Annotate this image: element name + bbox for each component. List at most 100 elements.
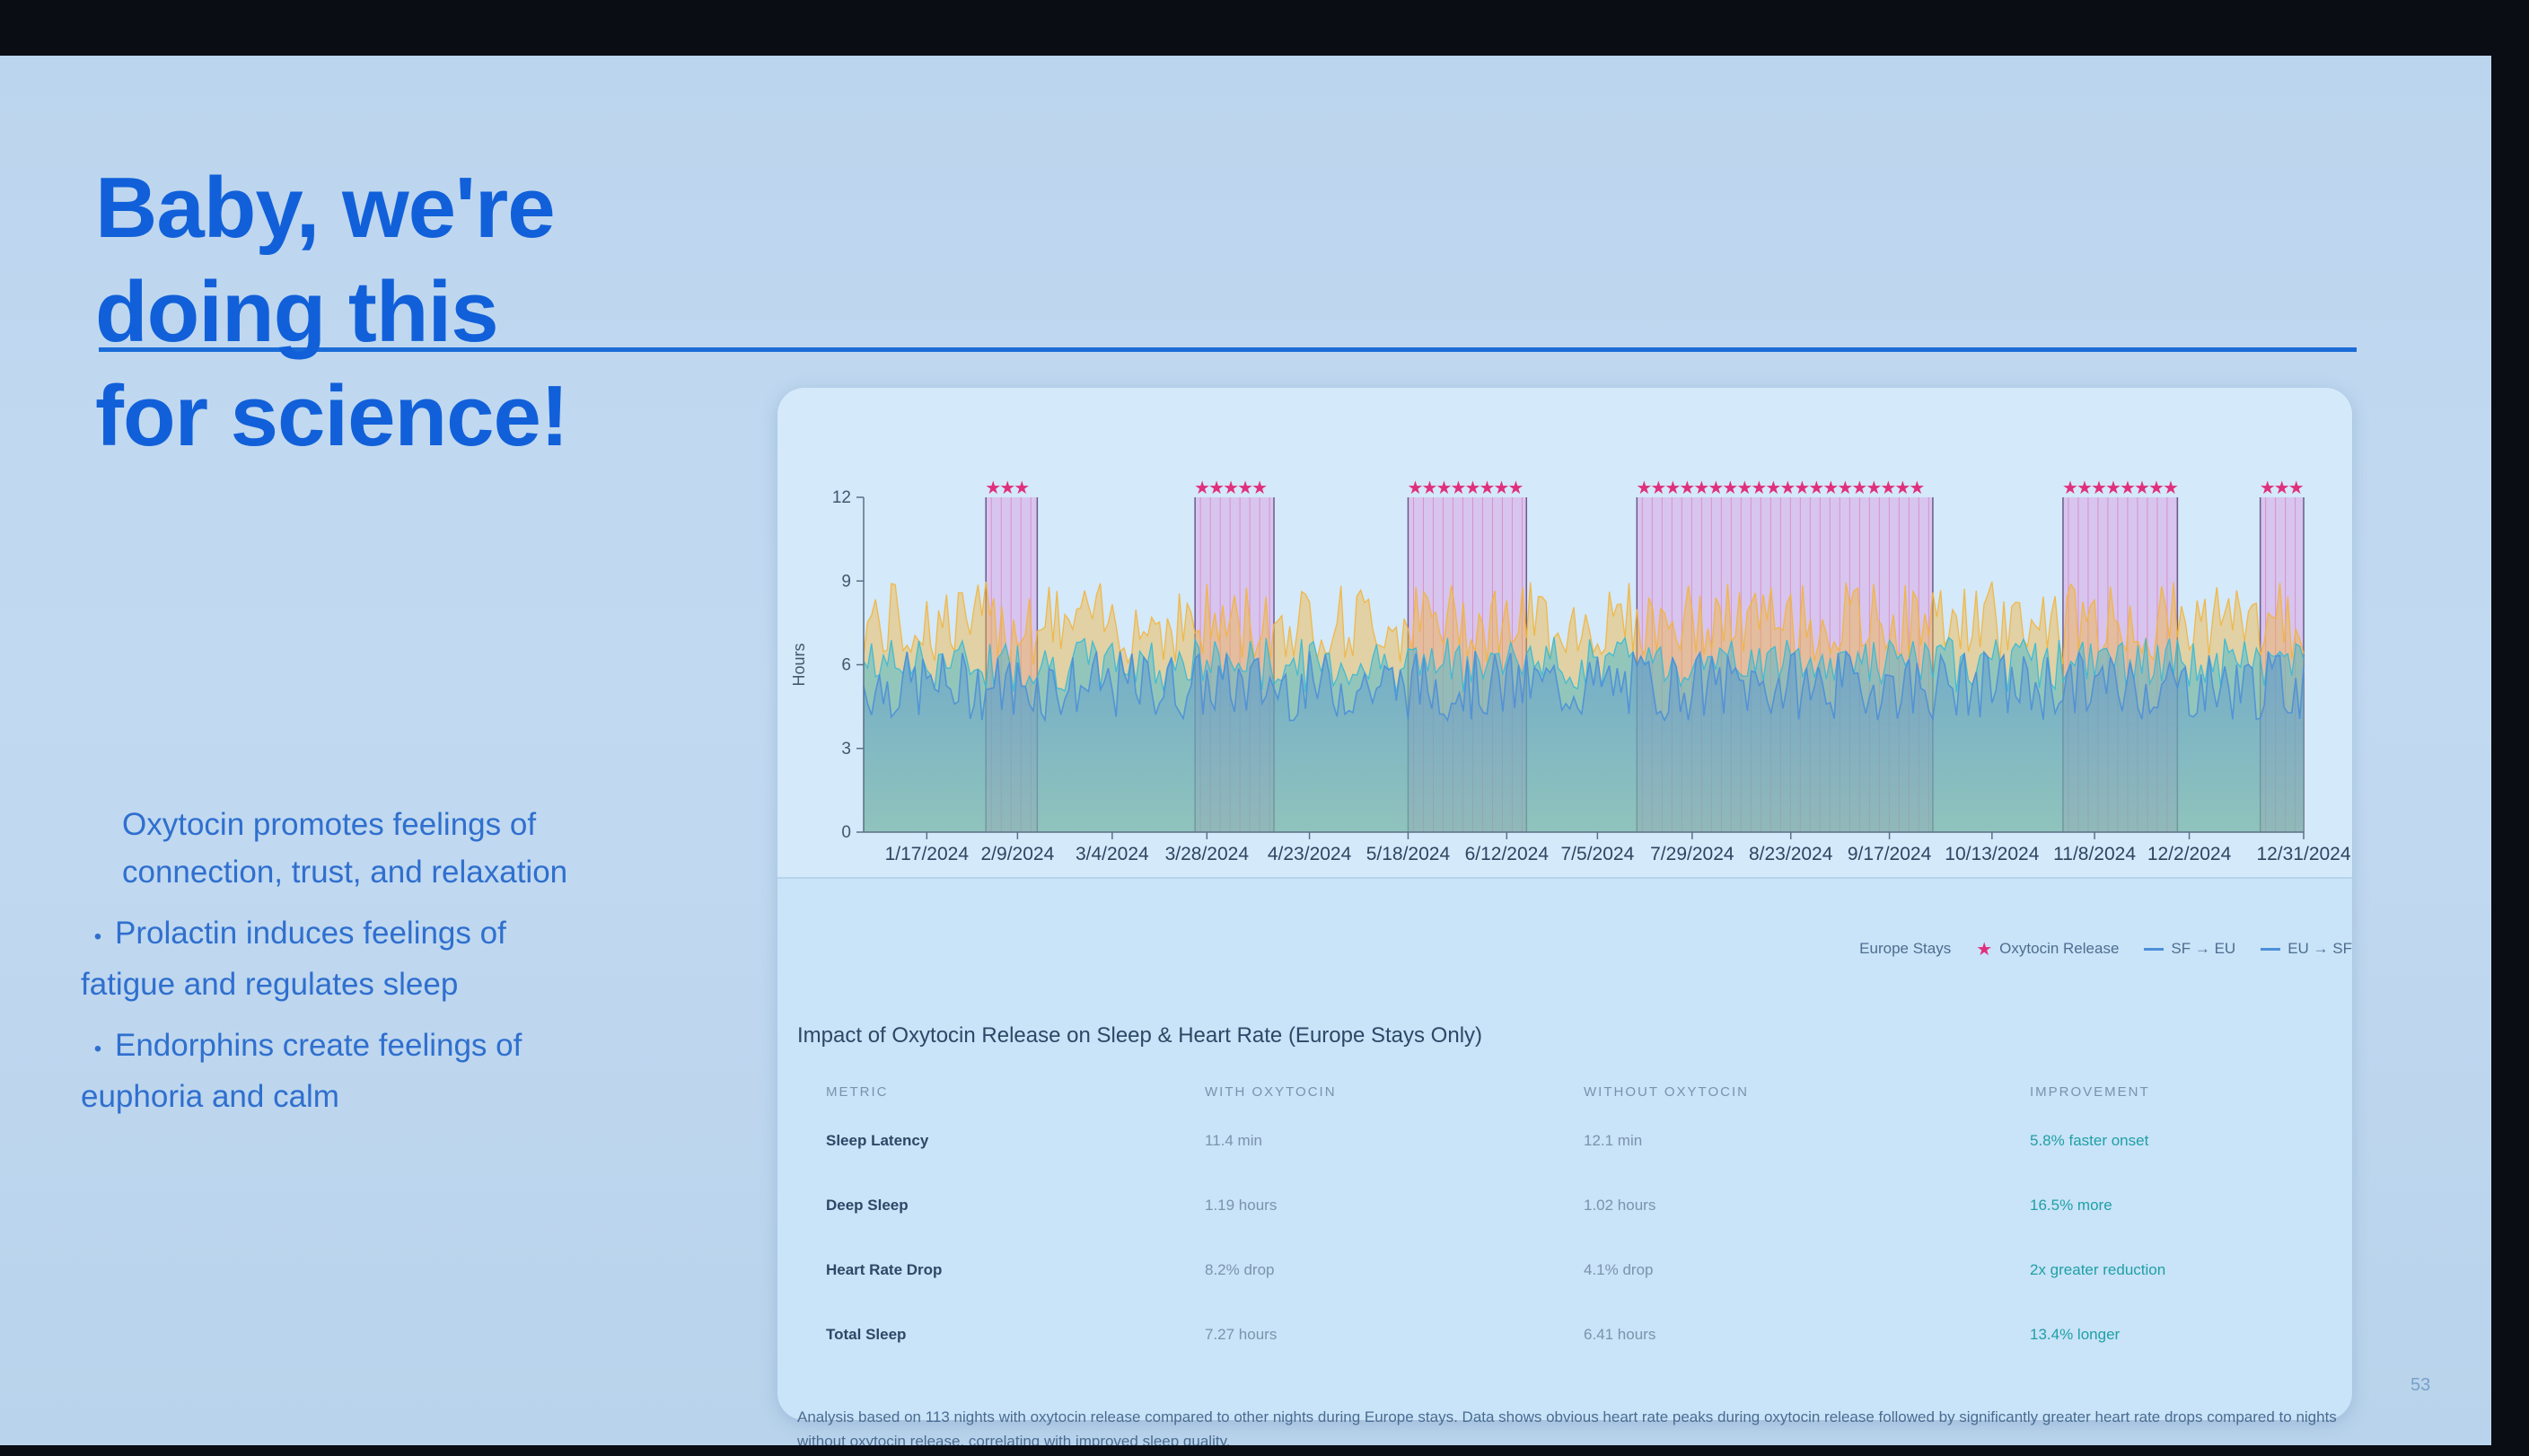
table-row: Sleep Latency 11.4 min 12.1 min 5.8% fas… [797,1109,2323,1173]
oxytocin-star: ★ [999,477,1015,498]
line-swatch-icon [2261,947,2281,951]
title-line-3: for science! [95,368,569,464]
line-swatch-icon [2144,947,2165,951]
cell-without: 4.1% drop [1584,1261,1654,1278]
legend-label: Deep Sleep [1517,875,1611,877]
oxytocin-star: ★ [2260,477,2276,498]
cell-with: 11.4 min [1205,1132,1262,1149]
oxytocin-star: ★ [1251,477,1268,498]
legend-oxytocin: ★ Oxytocin Release [1976,939,2120,960]
x-tick-label: 3/4/2024 [1076,844,1149,864]
oxytocin-star: ★ [2288,477,2305,498]
table-title: Impact of Oxytocin Release on Sleep & He… [797,1023,1483,1048]
x-tick-label: 4/23/2024 [1268,844,1352,864]
oxytocin-star: ★ [1751,477,1767,498]
legend-europe-stays: Europe Stays [1859,940,1952,957]
x-tick-label: 10/13/2024 [1945,844,2039,864]
x-tick-label: 1/17/2024 [885,844,970,864]
y-tick-label: 3 [841,740,851,759]
legend-label: Light Sleep [1365,875,1454,877]
oxytocin-star: ★ [1866,477,1882,498]
title-line-2: doing this [95,264,499,360]
legend-sf-eu: SF → EU [2144,940,2235,958]
oxytocin-star: ★ [1636,477,1652,498]
y-axis-label: Hours [790,643,808,686]
oxytocin-star: ★ [1421,477,1437,498]
oxytocin-star: ★ [985,477,1001,498]
cell-with: 7.27 hours [1205,1326,1278,1343]
x-tick-label: 9/17/2024 [1848,844,1932,864]
bullet-dot-icon: • [93,925,102,949]
bullet-prolactin-item: • Prolactin induces feelings of fatigue a… [81,909,584,1008]
table-row: Deep Sleep 1.19 hours 1.02 hours 16.5% m… [797,1173,2323,1238]
cell-metric: Sleep Latency [826,1132,929,1149]
x-tick-label: 7/29/2024 [1650,844,1734,864]
bullet-oxytocin: Oxytocin promotes feelings of connection… [122,807,568,890]
sleep-chart-panel: ★ ★ ★ ★ ★ ★ ★ ★ ★ ★ ★ ★ ★ ★ ★ ★ ★ ★ ★ ★ ★ ★ ★ ★ ★ ★ ★ ★ ★ ★ ★ ★ ★ ★ ★ ★ ★ ★ ★ ★… [777,388,2352,879]
y-tick-label: 9 [841,572,851,591]
cell-improvement: 2x greater reduction [2030,1261,2166,1278]
oxytocin-star: ★ [2274,477,2290,498]
cell-improvement: 16.5% more [2030,1197,2112,1214]
oxytocin-star: ★ [1664,477,1681,498]
oxytocin-star: ★ [1779,477,1796,498]
oxytocin-star: ★ [1650,477,1666,498]
cell-without: 6.41 hours [1584,1326,1656,1343]
oxytocin-star: ★ [1693,477,1709,498]
table-row: Total Sleep 7.27 hours 6.41 hours 13.4% … [797,1303,2323,1367]
oxytocin-star: ★ [1894,477,1910,498]
oxytocin-star: ★ [1679,477,1695,498]
x-tick-label: 2/9/2024 [981,844,1055,864]
oxytocin-star: ★ [2062,477,2078,498]
oxytocin-star: ★ [2163,477,2179,498]
oxytocin-star: ★ [1436,477,1452,498]
oxytocin-star: ★ [1407,477,1423,498]
oxytocin-star: ★ [2148,477,2165,498]
oxytocin-star: ★ [1223,477,1239,498]
oxytocin-star: ★ [1464,477,1480,498]
bullet-dot-icon: • [93,1037,102,1061]
y-tick-label: 0 [841,823,851,842]
x-tick-label: 12/2/2024 [2147,844,2232,864]
x-tick-label: 6/12/2024 [1465,844,1550,864]
oxytocin-star: ★ [1822,477,1839,498]
title-line-1: Baby, we're [95,160,556,256]
x-tick-label: 11/8/2024 [2053,844,2136,864]
rem-sleep-line [863,581,2305,665]
oxytocin-star: ★ [1909,477,1925,498]
cell-metric: Heart Rate Drop [826,1261,943,1278]
oxytocin-star: ★ [1014,477,1030,498]
legend-eu-sf: EU → SF [2261,940,2352,958]
oxytocin-star: ★ [1450,477,1466,498]
oxytocin-star: ★ [1794,477,1810,498]
cell-improvement: 5.8% faster onset [2030,1132,2149,1149]
y-tick-label: 12 [832,488,851,507]
oxytocin-star: ★ [1493,477,1509,498]
bullet-endorphins: Endorphins create feelings of euphoria a… [81,1028,522,1114]
page-number: 53 [2410,1375,2431,1395]
bullet-list: Oxytocin promotes feelings of connection… [81,801,584,1134]
table-row: Heart Rate Drop 8.2% drop 4.1% drop 2x g… [797,1238,2323,1303]
x-tick-label: 12/31/2024 [2256,844,2350,864]
oxytocin-star: ★ [1208,477,1225,498]
oxytocin-star: ★ [2120,477,2136,498]
oxytocin-star: ★ [2091,477,2107,498]
cell-without: 1.02 hours [1584,1197,1656,1214]
slide-title: Baby, we're doing this for science! [95,156,569,469]
presentation-slide: Baby, we're doing this for science! Oxyt… [0,56,2491,1445]
cell-with: 1.19 hours [1205,1197,1278,1214]
impact-table: METRIC WITH OXYTOCIN WITHOUT OXYTOCIN IM… [797,1074,2323,1367]
oxytocin-star: ★ [1507,477,1524,498]
col-improvement: IMPROVEMENT [2030,1083,2150,1100]
oxytocin-star: ★ [1237,477,1253,498]
cell-improvement: 13.4% longer [2030,1326,2121,1343]
oxytocin-star: ★ [1837,477,1853,498]
bullet-prolactin: Prolactin induces feelings of fatigue an… [81,916,506,1002]
legend-label: REM Sleep [1660,875,1751,877]
analysis-footnote: Analysis based on 113 nights with oxytoc… [797,1408,2337,1445]
cell-with: 8.2% drop [1205,1261,1275,1278]
sleep-chart: ★★★ ★★★★★ ★★★★★★★★ ★★★★★★★★★★★★★★★★★★★★ ★★★★… [790,477,2351,877]
col-with-oxytocin: WITH OXYTOCIN [1205,1083,1337,1100]
oxytocin-star: ★ [2105,477,2121,498]
oxytocin-star: ★ [1765,477,1781,498]
